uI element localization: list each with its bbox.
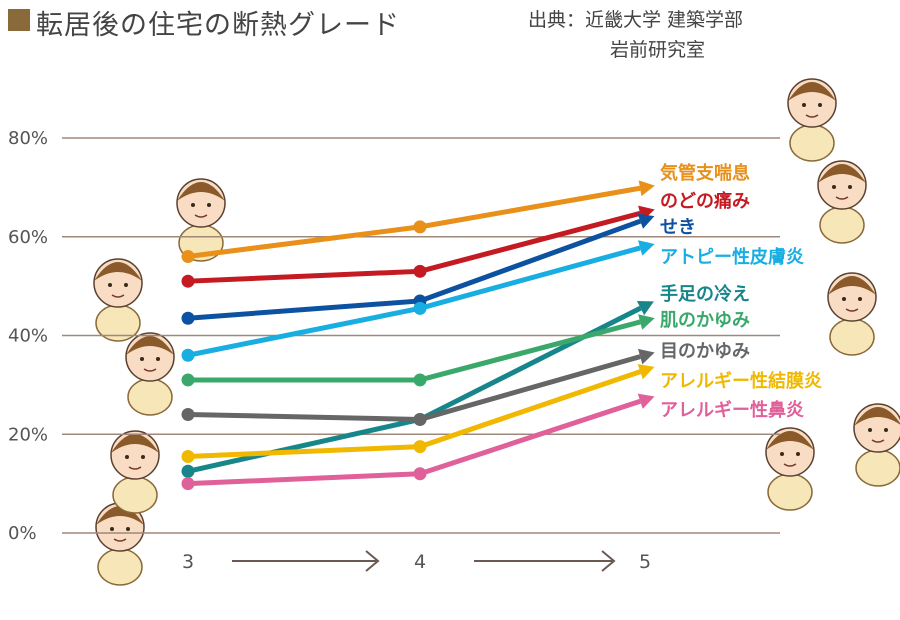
progress-arrows xyxy=(232,550,616,572)
y-tick-label-0: 0% xyxy=(8,523,37,544)
series-label-4: アトピー性皮膚炎 xyxy=(660,246,804,268)
y-axis-ticks: 0% 20% 40% 60% 80% xyxy=(8,128,48,544)
series-arrowhead-3 xyxy=(637,213,655,229)
series-lines xyxy=(181,180,655,491)
data-point-6-1 xyxy=(181,373,195,387)
data-point-1-1 xyxy=(181,250,195,263)
series-6 xyxy=(181,314,655,387)
series-arrowhead-8 xyxy=(637,364,655,380)
series-label-2: のどの痛み xyxy=(660,190,750,212)
person-illustration-7 xyxy=(817,160,867,244)
person-illustration-9 xyxy=(853,403,900,487)
series-4 xyxy=(181,240,655,362)
data-point-8-2 xyxy=(413,440,427,454)
title-marker xyxy=(8,9,30,31)
data-point-4-2 xyxy=(413,301,427,315)
series-3 xyxy=(181,213,655,325)
y-tick-label-4: 80% xyxy=(8,128,48,149)
data-point-8-1 xyxy=(181,449,195,463)
data-point-2-2 xyxy=(413,264,427,278)
source-label: 出典： xyxy=(528,9,586,31)
source-line1: 近畿大学 建築学部 xyxy=(585,9,744,31)
y-tick-label-3: 60% xyxy=(8,227,48,248)
series-arrowhead-9 xyxy=(637,393,655,409)
chart-title: 転居後の住宅の断熱グレード xyxy=(36,10,400,41)
data-point-9-1 xyxy=(181,477,195,491)
data-point-3-1 xyxy=(181,311,195,325)
progress-arrow-1 xyxy=(232,550,380,572)
series-arrowhead-4 xyxy=(638,240,655,256)
person-illustration-5 xyxy=(176,178,226,262)
data-point-6-2 xyxy=(413,373,427,387)
gridlines xyxy=(62,137,780,534)
person-illustration-3 xyxy=(125,332,175,416)
series-label-6: 肌のかゆみ xyxy=(660,310,750,331)
series-label-9: アレルギー性鼻炎 xyxy=(660,399,804,421)
person-illustration-6 xyxy=(787,78,837,162)
x-tick-label-2: 5 xyxy=(639,551,651,573)
person-illustration-1 xyxy=(95,502,145,586)
data-point-4-1 xyxy=(181,348,195,362)
source-line2: 岩前研究室 xyxy=(610,39,706,61)
data-point-5-1 xyxy=(181,464,195,478)
series-arrowhead-6 xyxy=(638,314,655,330)
series-9 xyxy=(181,393,655,491)
person-illustration-4 xyxy=(93,258,143,342)
data-point-2-1 xyxy=(181,274,195,288)
person-illustration-10 xyxy=(765,427,815,511)
person-illustration-2 xyxy=(110,430,160,514)
x-axis-ticks: 3 4 5 xyxy=(182,551,651,573)
series-line-6 xyxy=(188,319,641,383)
series-label-1: 気管支喘息 xyxy=(660,162,750,184)
series-label-5: 手足の冷え xyxy=(660,283,750,305)
illustrations xyxy=(93,78,900,586)
source-note: 出典：近畿大学 建築学部 岩前研究室 xyxy=(528,5,743,65)
person-illustration-8 xyxy=(827,272,877,356)
series-labels: 気管支喘息のどの痛みせきアトピー性皮膚炎手足の冷え肌のかゆみ目のかゆみアレルギー… xyxy=(660,162,822,421)
data-point-7-1 xyxy=(181,408,195,421)
x-tick-label-1: 4 xyxy=(414,551,426,573)
series-label-8: アレルギー性結膜炎 xyxy=(660,370,822,392)
series-7 xyxy=(181,348,655,426)
data-point-7-2 xyxy=(413,412,427,426)
series-arrowhead-7 xyxy=(637,348,655,365)
y-tick-label-2: 40% xyxy=(8,326,48,347)
series-arrowhead-5 xyxy=(636,300,654,316)
series-arrowhead-1 xyxy=(638,180,655,197)
progress-arrow-2 xyxy=(474,550,616,572)
series-label-7: 目のかゆみ xyxy=(660,341,750,362)
x-tick-label-0: 3 xyxy=(182,551,194,573)
data-point-1-2 xyxy=(413,220,427,234)
series-8 xyxy=(181,364,655,463)
series-line-7 xyxy=(187,354,641,422)
series-1 xyxy=(181,180,655,263)
series-label-3: せき xyxy=(660,217,696,238)
data-point-9-2 xyxy=(413,467,427,481)
y-tick-label-1: 20% xyxy=(8,424,48,445)
